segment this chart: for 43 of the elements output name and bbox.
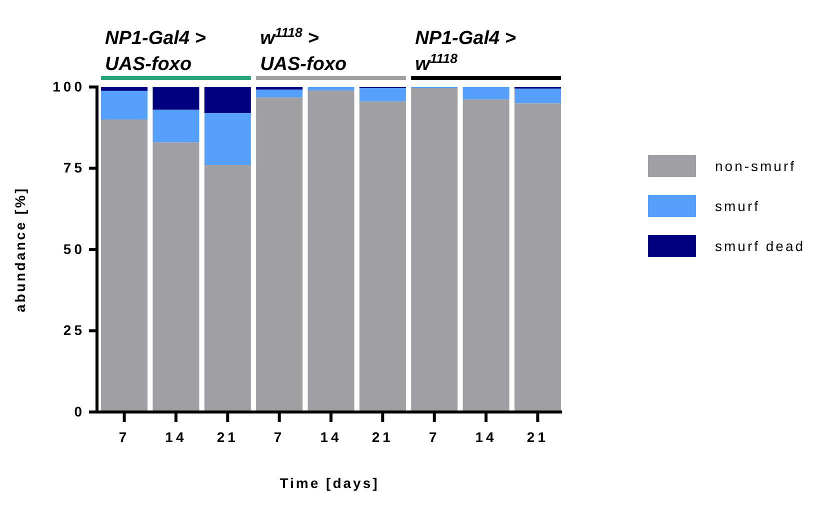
y-axis-title: abundance [%]	[12, 186, 28, 312]
bar	[514, 88, 561, 104]
bar	[256, 87, 303, 90]
legend-label: smurf	[715, 198, 760, 214]
x-tick-label: 21	[372, 428, 394, 445]
bar	[359, 88, 406, 102]
bar	[152, 142, 200, 412]
y-tick-label: 25	[63, 322, 85, 338]
bar	[101, 87, 148, 91]
x-tick-label: 14	[475, 428, 497, 445]
x-tick-label: 7	[274, 428, 285, 445]
text: NP1-Gal4 > UAS-foxo	[105, 28, 206, 75]
x-tick-label: 14	[165, 428, 187, 445]
bar	[411, 88, 458, 412]
text: w$^{1118}$ > UAS-foxo	[260, 24, 347, 75]
bar	[514, 103, 561, 412]
legend-label: non-smurf	[715, 158, 796, 174]
x-tick-label: 14	[320, 428, 342, 445]
bar	[462, 99, 510, 412]
y-tick-label: 50	[63, 240, 85, 257]
y-tick-label: 0	[74, 403, 85, 420]
bar	[256, 90, 303, 98]
bar	[308, 87, 354, 91]
bar	[152, 110, 200, 142]
bar	[462, 87, 510, 100]
x-tick-label: 21	[526, 428, 548, 445]
bar	[359, 101, 406, 412]
x-tick-label: 7	[118, 428, 130, 445]
y-tick-label: 100	[52, 78, 85, 94]
y-tick-label: 75	[63, 160, 85, 176]
bar	[204, 87, 251, 113]
bar	[152, 87, 200, 110]
x-axis-title: Time [days]	[280, 475, 380, 491]
text: NP1-Gal4 > w$^{1118}$	[415, 28, 516, 75]
bar	[204, 113, 251, 165]
bar	[101, 90, 148, 120]
bar	[204, 165, 251, 412]
bar	[101, 120, 148, 412]
bar	[308, 90, 354, 412]
legend-label: smurf dead	[715, 238, 806, 254]
bar	[256, 97, 303, 412]
x-tick-label: 21	[216, 428, 238, 445]
x-tick-label: 7	[428, 428, 440, 445]
